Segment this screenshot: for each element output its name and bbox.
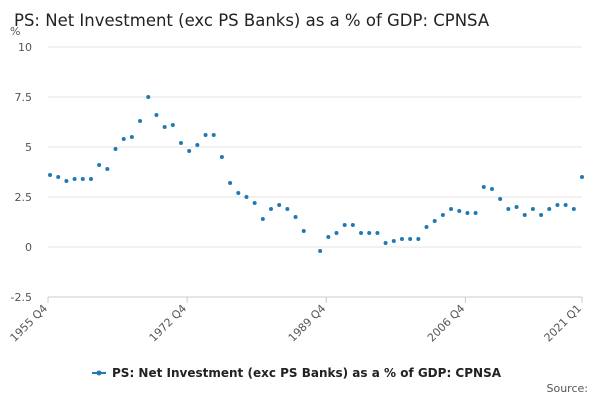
point — [375, 231, 380, 235]
point — [514, 205, 519, 209]
point — [88, 177, 93, 181]
point — [326, 235, 331, 239]
legend-label: PS: Net Investment (exc PS Banks) as a %… — [112, 366, 502, 380]
point — [56, 175, 61, 179]
point — [408, 237, 413, 241]
point — [146, 95, 151, 99]
point — [138, 119, 143, 123]
y-tick-label: -2.5 — [11, 291, 32, 304]
point — [342, 223, 347, 227]
point — [154, 113, 159, 117]
x-tick-label: 2006 Q4 — [425, 302, 468, 345]
point — [48, 173, 53, 177]
point — [121, 137, 126, 141]
x-tick-label: 1955 Q4 — [8, 302, 51, 345]
point — [449, 207, 454, 211]
point — [506, 207, 511, 211]
point — [555, 203, 560, 207]
point — [219, 155, 224, 159]
point — [195, 143, 200, 147]
point — [473, 211, 478, 215]
point — [236, 191, 241, 195]
point — [105, 167, 110, 171]
point — [440, 213, 445, 217]
point — [391, 239, 396, 243]
point — [228, 181, 233, 185]
point — [530, 207, 535, 211]
y-axis-label: % — [10, 25, 20, 38]
point — [318, 249, 323, 253]
point — [571, 207, 576, 211]
point — [244, 195, 249, 199]
point — [301, 229, 306, 233]
point — [359, 231, 364, 235]
point — [178, 141, 183, 145]
point — [547, 207, 552, 211]
point — [489, 187, 494, 191]
point — [97, 163, 102, 167]
x-tick-label: 1989 Q4 — [286, 302, 329, 345]
point — [211, 133, 216, 137]
y-tick-label: 0 — [25, 241, 32, 254]
y-tick-label: 2.5 — [15, 191, 33, 204]
point — [64, 179, 69, 183]
point — [350, 223, 355, 227]
point — [113, 147, 118, 151]
point — [481, 185, 486, 189]
y-tick-label: 7.5 — [15, 91, 33, 104]
point — [285, 207, 290, 211]
point — [170, 123, 175, 127]
point — [383, 241, 388, 245]
point — [277, 203, 282, 207]
point — [80, 177, 85, 181]
point — [424, 225, 429, 229]
point — [563, 203, 568, 207]
point — [129, 135, 134, 139]
point — [465, 211, 470, 215]
x-tick-label: 1972 Q4 — [147, 302, 190, 345]
point — [580, 175, 584, 179]
x-tick-label: 2021 Q1 — [542, 302, 585, 345]
point — [187, 149, 192, 153]
point — [293, 215, 298, 219]
point — [432, 219, 437, 223]
point — [252, 201, 257, 205]
point — [367, 231, 372, 235]
point — [162, 125, 167, 129]
point — [334, 231, 339, 235]
point — [72, 177, 77, 181]
y-tick-label: 10 — [18, 41, 32, 54]
chart-title: PS: Net Investment (exc PS Banks) as a %… — [14, 11, 490, 30]
y-tick-label: 5 — [25, 141, 32, 154]
point — [539, 213, 544, 217]
point — [260, 217, 265, 221]
point — [457, 209, 462, 213]
point — [399, 237, 404, 241]
source: Source: — [547, 382, 589, 395]
point — [416, 237, 421, 241]
point — [498, 197, 503, 201]
point — [522, 213, 527, 217]
point — [203, 133, 208, 137]
point — [269, 207, 274, 211]
legend-marker — [96, 370, 102, 376]
